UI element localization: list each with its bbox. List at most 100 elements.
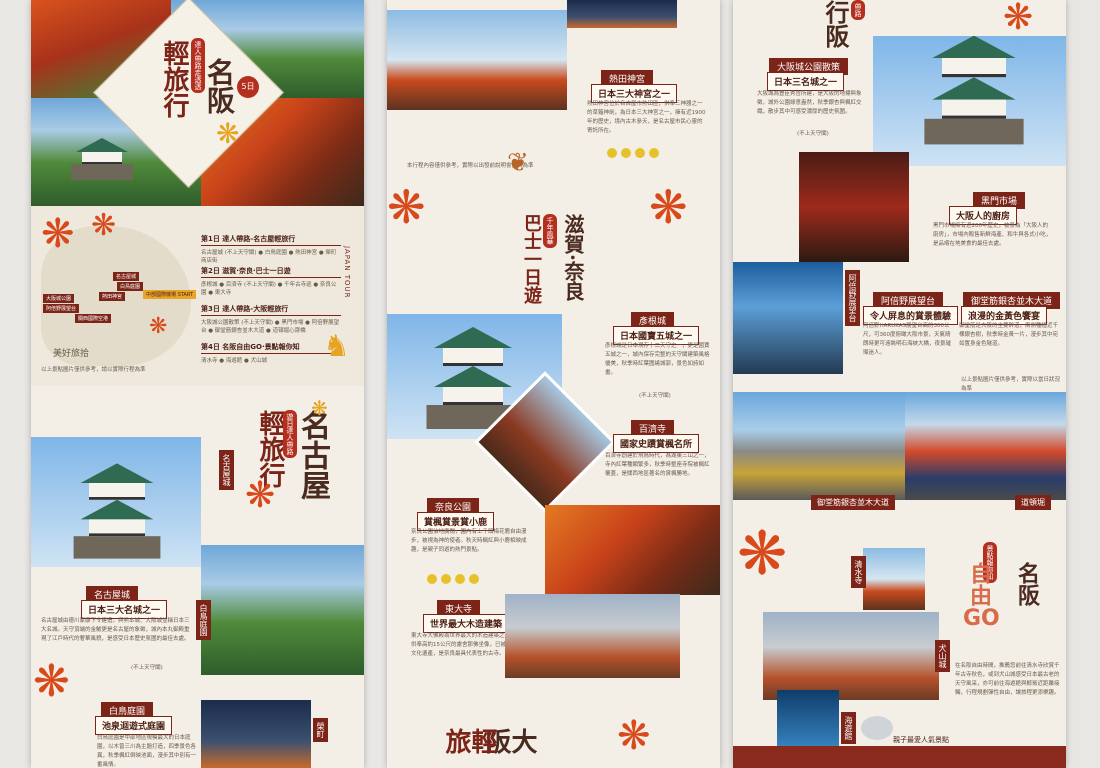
photo-abeno-observatory xyxy=(733,262,843,374)
spot-tag-hyakusai: 百濟寺 xyxy=(631,420,675,437)
seal-illustration xyxy=(861,716,893,740)
nagoya-title-sub: 輕旅行 xyxy=(255,410,285,488)
spot-sub-atsuta: 日本三大神宮之一 xyxy=(591,84,678,103)
photo-nara-deer xyxy=(545,505,720,595)
itinerary-day-3: 第3日 達人帶路-大阪輕旅行 大阪城公園散策 (不上天守閣) ● 黑門市場 ● … xyxy=(201,305,341,334)
photo-todaiji xyxy=(505,594,680,678)
spot-desc-shiratori: 白鳥庭園是中部地區規模最大的日本庭園，以木曾三川為主題打造，四季景色各異，秋季楓… xyxy=(97,735,197,768)
photo-kuromon-market xyxy=(799,152,909,262)
midosuji-caption: 御堂筋銀杏並木大道 xyxy=(811,495,895,510)
japan-tour-label: JAPAN TOUR xyxy=(343,246,351,299)
photo-osaka-castle xyxy=(873,36,1066,166)
photo-atsuta-top xyxy=(567,0,677,28)
spot-desc-nagoya-castle: 名古屋城由德川家康下令建造，與熊本城、大阪城並稱日本三大名城。天守頂端的金鯱更是… xyxy=(41,618,190,642)
photo-atsuta-shrine xyxy=(387,10,567,110)
free-go-title-1: 自由 xyxy=(966,562,992,606)
spot-desc-todaiji: 東大寺大佛殿為世界最大的木造建築之一，殿內供奉高約15公尺的盧舍那佛坐像，已被列… xyxy=(411,633,529,657)
spot-desc-nara-park: 奈良公園佔地廣闊，園內有上千頭梅花鹿自由漫步，被視為神的使者。秋天時楓紅與小鹿相… xyxy=(411,529,527,553)
maple-leaf-icon: ❋ xyxy=(149,314,168,339)
itinerary-day-2: 第2日 滋賀·奈良·巴士一日遊 彥根城 ● 百濟寺 (不上天守閣) ● 千年古寺… xyxy=(201,266,341,296)
brochure-panel-shiga-nara: 熱田神宮 日本三大神宮之一 熱田神宮位於名古屋市熱田區，供奉三神器之一的草薙神劍… xyxy=(387,0,720,768)
kiyomizu-vlabel: 清水寺 xyxy=(851,556,866,588)
itinerary-day-4: 第4日 名阪自由GO·景點報你知 清水寺 ● 海遊館 ● 犬山城 xyxy=(201,342,341,364)
osaka-tagline: 帶路 xyxy=(851,0,865,20)
spot-desc-kuromon: 黑門市場擁有近200年歷史，被譽為「大阪人的廚房」，市場內販售新鮮海產、和牛與各… xyxy=(933,223,1052,247)
footnote: 本行程內容僅供參考，實際以出發前說明會資料為準 xyxy=(407,163,534,169)
kaiyukan-caption: 親子最愛人氣景點 xyxy=(893,736,949,744)
hero-title-sub: 輕旅行 xyxy=(159,40,189,118)
castle-illustration xyxy=(426,327,520,429)
spot-tag-atsuta: 熱田神宮 xyxy=(601,70,654,87)
rating-dots xyxy=(607,148,659,158)
photo-hikone-castle xyxy=(387,314,562,439)
castle-illustration xyxy=(73,463,161,559)
inuyama-vlabel: 犬山城 xyxy=(935,640,950,672)
nagoya-castle-vlabel: 名古屋城 xyxy=(219,450,234,490)
deer-icon: ♞ xyxy=(323,329,350,364)
spot-tag-shiratori: 白鳥庭園 xyxy=(101,702,154,719)
maple-leaf-icon: ❋ xyxy=(737,519,788,589)
signature: 美好旅拾 xyxy=(53,349,90,359)
abeno-vlabel: 阿倍野展望台 xyxy=(845,270,860,326)
dotonbori-caption: 道頓堀 xyxy=(1015,495,1051,510)
spot-sub-midosuji: 浪漫的金黃色饗宴 xyxy=(961,306,1048,325)
castle-illustration xyxy=(71,138,133,180)
free-go-tagline: 景點報你知 xyxy=(983,542,997,583)
map-label-nagoya-castle: 名古屋城 xyxy=(113,272,140,281)
footer-band xyxy=(733,746,1066,768)
shiratori-vlabel: 白鳥庭園 xyxy=(196,600,211,640)
osaka-title-main: 大阪 xyxy=(481,728,537,754)
maple-leaf-icon: ❋ xyxy=(311,396,328,420)
spot-sub-abeno: 令人屏息的賞景體驗 xyxy=(863,306,959,325)
photo-ferris-wheel xyxy=(201,700,311,768)
osaka-title-sub: 輕旅 xyxy=(441,728,497,754)
castle-illustration xyxy=(924,36,1024,145)
photo-dotonbori xyxy=(905,392,1066,500)
maple-leaf-icon: ❋ xyxy=(617,713,651,759)
maple-leaf-icon: ❋ xyxy=(649,180,688,234)
spot-desc-atsuta: 熱田神宮位於名古屋市熱田區，供奉三神器之一的草薙神劍，為日本三大神宮之一，擁有近… xyxy=(587,101,706,134)
maple-leaf-icon: ❋ xyxy=(245,475,276,516)
photo-midosuji-avenue xyxy=(733,392,905,500)
rating-dots xyxy=(427,574,479,584)
nagoya-tagline: 遊日達人帶路 xyxy=(283,410,297,458)
spot-sub-todaiji: 世界最大木造建築 xyxy=(423,614,510,633)
spot-note-osaka-castle: (不上天守閣) xyxy=(797,131,829,137)
spot-sub-nagoya-castle: 日本三大名城之一 xyxy=(81,600,168,619)
osaka-title-main: 行阪 xyxy=(821,0,850,48)
spot-desc-hyakusai: 百濟寺創建於飛鳥時代，為湖東三山之一，寺內紅葉種類繁多，秋季時整座寺院被楓紅覆蓋… xyxy=(605,453,710,477)
sakae-vlabel: 榮町 xyxy=(313,718,328,742)
spot-note-nagoya-castle: (不上天守閣) xyxy=(131,665,163,671)
map-label-shiratori: 白鳥庭園 xyxy=(117,282,144,291)
spot-tag-midosuji: 御堂筋銀杏並木大道 xyxy=(963,292,1061,309)
photo-nagoya-castle xyxy=(31,437,201,567)
map-label-osaka-castle: 大阪城公園 xyxy=(43,294,75,303)
nagoya-title-main: 名古屋 xyxy=(295,410,330,500)
spot-tag-abeno: 阿倍野展望台 xyxy=(873,292,944,309)
map-label-atsuta: 熱田神宮 xyxy=(99,292,126,301)
spot-tag-kuromon: 黑門市場 xyxy=(973,192,1026,209)
photo-kiyomizu xyxy=(863,548,925,610)
maple-leaf-icon: ❋ xyxy=(1003,0,1034,38)
maple-leaf-icon: ❋ xyxy=(216,117,240,150)
spot-sub-osaka-castle: 日本三名城之一 xyxy=(767,72,845,91)
spot-sub-kuromon: 大阪人的廚房 xyxy=(949,206,1018,225)
kaiyukan-vlabel: 海遊館 xyxy=(841,712,856,744)
spot-sub-hikone: 日本國寶五城之一 xyxy=(613,326,700,345)
spot-sub-hyakusai: 國家史蹟賞楓名所 xyxy=(613,434,700,453)
map-label-chubu-airport: 中部國際機場 START xyxy=(143,290,197,299)
maple-leaf-icon: ❋ xyxy=(387,180,426,234)
spot-tag-hikone: 彥根城 xyxy=(631,312,675,329)
maple-leaf-icon: ❋ xyxy=(91,208,117,243)
hero-title-main: 名阪 xyxy=(203,58,236,114)
brochure-panel-nagoya: 名阪 輕旅行 達人帶路走透透 5日 ❋ ❋ ❋ ❋ 名古屋城 白鳥庭園 熱田神宮… xyxy=(31,0,364,768)
footnote: 以上景點圖片僅供參考，實際以當日狀況為準 xyxy=(961,377,1061,392)
map-label-kansai-airport: 關西國際空港 xyxy=(75,314,112,323)
free-go-title-2: 名阪 xyxy=(1014,562,1040,606)
day2-title-main: 滋賀·奈良 xyxy=(561,214,585,301)
spot-tag-nara-park: 奈良公園 xyxy=(427,498,480,515)
maple-leaf-icon: ❋ xyxy=(33,656,70,707)
spot-desc-osaka-castle: 大阪城為豐臣秀吉所建，是大阪的地標與象徵，城外公園綠意盎然，秋季銀杏與楓紅交織，… xyxy=(757,91,862,115)
spot-sub-nara-park: 賞楓賞景賞小鹿 xyxy=(417,512,495,531)
photo-kaiyukan xyxy=(777,690,839,752)
